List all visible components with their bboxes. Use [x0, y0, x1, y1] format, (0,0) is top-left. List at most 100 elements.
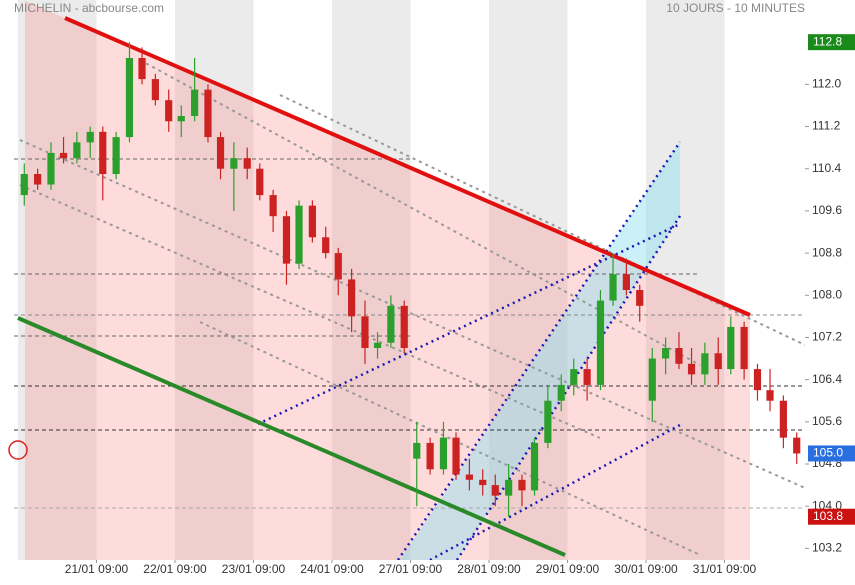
x-tick-label: 23/01 09:00: [222, 562, 286, 576]
price-marker: [808, 34, 855, 51]
y-axis-area: [805, 0, 855, 580]
y-tick-label: 103.2: [812, 541, 842, 555]
candle-body: [269, 195, 277, 217]
x-tick-label: 30/01 09:00: [614, 562, 678, 576]
candle-body: [361, 316, 369, 348]
candle-body: [99, 131, 107, 174]
candle-body: [59, 152, 68, 159]
candle-body: [636, 290, 644, 306]
y-tick-label: 108.8: [812, 245, 842, 259]
candle-body: [687, 363, 696, 375]
day-band: [489, 0, 568, 560]
candle-body: [648, 358, 656, 401]
candle-body: [387, 305, 395, 343]
price-marker: [808, 508, 855, 525]
trend-line: [279, 94, 806, 346]
candle-body: [596, 300, 605, 385]
x-axis-area: [0, 560, 855, 580]
drawings: [14, 16, 806, 562]
candle-body: [505, 479, 513, 496]
y-tick-label: 107.2: [812, 330, 842, 344]
candle-body: [230, 158, 238, 169]
candle-body: [675, 348, 683, 364]
candle-body: [216, 137, 225, 169]
y-tick-label: 109.6: [812, 203, 842, 217]
candle-body: [570, 369, 578, 385]
candle-body: [165, 100, 173, 122]
candle-body: [544, 400, 552, 443]
trend-line: [19, 184, 601, 439]
x-tick-label: 31/01 09:00: [693, 562, 757, 576]
candle-body: [125, 58, 134, 138]
candle-body: [779, 400, 787, 438]
candle-body: [334, 253, 342, 280]
candle-body: [86, 131, 94, 143]
candle-body: [753, 369, 762, 391]
support-line: [17, 316, 566, 557]
candle-body: [73, 142, 81, 159]
candle-body: [426, 442, 434, 470]
x-tick-label: 21/01 09:00: [65, 562, 129, 576]
x-tick-label: 29/01 09:00: [536, 562, 600, 576]
x-tick-label: 24/01 09:00: [300, 562, 364, 576]
candle-body: [701, 353, 709, 375]
candle-body: [322, 237, 330, 254]
candle-body: [20, 174, 28, 196]
resistance-line: [64, 16, 751, 317]
candle-body: [793, 437, 801, 454]
candle-body: [465, 474, 473, 480]
blue-trend-line: [396, 141, 682, 561]
candle-body: [491, 485, 499, 496]
price-marker: [808, 445, 855, 462]
y-tick-label: 105.6: [812, 414, 842, 428]
blue-trend-line: [455, 215, 682, 561]
trend-line: [139, 59, 701, 366]
candle-body: [766, 390, 774, 401]
candle-body: [47, 152, 55, 185]
candle-body: [609, 274, 617, 301]
candle-body: [204, 89, 212, 138]
price-marker-label: 105.0: [813, 446, 843, 460]
header-left: MICHELIN - abcbourse.com: [14, 1, 164, 15]
candle-body: [479, 479, 487, 486]
candle-body: [740, 326, 748, 370]
candle-body: [727, 326, 735, 370]
x-tick-label: 28/01 09:00: [457, 562, 521, 576]
trend-line: [199, 321, 701, 556]
candle-body: [348, 279, 356, 317]
candle-body: [530, 442, 539, 491]
candle-body: [191, 89, 199, 116]
day-band: [646, 0, 725, 560]
header-right: 10 JOURS - 10 MINUTES: [666, 1, 805, 15]
channel-fill: [25, 0, 750, 560]
icon: [8, 440, 28, 460]
price-marker-label: 103.8: [813, 509, 843, 523]
candle-body: [400, 305, 408, 348]
candle-body: [373, 342, 382, 348]
candle-body: [256, 168, 264, 196]
candle-body: [138, 58, 146, 80]
candle-body: [34, 174, 42, 185]
candle-body: [243, 158, 251, 169]
y-tick-label: 106.4: [812, 372, 842, 386]
y-tick-label: 111.2: [812, 119, 841, 133]
candle-body: [177, 116, 185, 122]
candle-body: [282, 216, 291, 264]
candle-body: [662, 348, 670, 359]
candle-body: [439, 437, 448, 470]
y-tick-label: 112.0: [812, 77, 841, 91]
candle-body: [583, 369, 591, 385]
candle-body: [557, 384, 565, 401]
y-tick-label: 108.0: [812, 287, 842, 301]
candle-body: [112, 137, 120, 174]
price-marker-label: 112.8: [813, 34, 842, 48]
x-tick-label: 27/01 09:00: [379, 562, 443, 576]
candle-body: [622, 274, 630, 290]
candle-body: [308, 205, 316, 238]
day-band: [18, 0, 97, 560]
day-band: [332, 0, 411, 560]
y-tick-label: 110.4: [812, 161, 841, 175]
candle-body: [413, 442, 421, 459]
candle-body: [518, 479, 526, 491]
